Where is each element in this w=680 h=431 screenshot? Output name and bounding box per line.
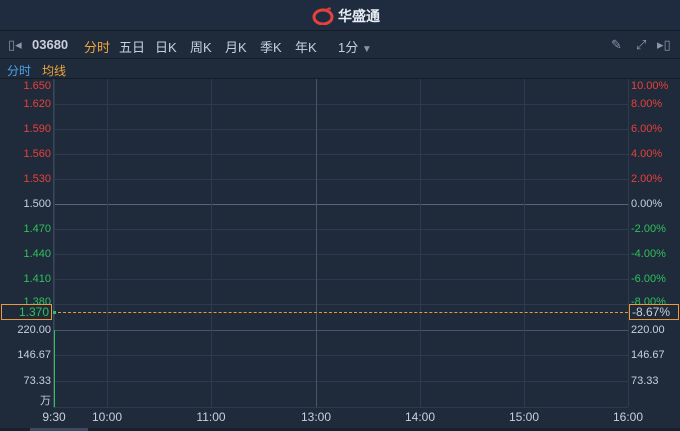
volume-tick-label: 220.00 bbox=[17, 324, 51, 336]
tab-weekly-k[interactable]: 周K bbox=[190, 40, 212, 55]
price-tick-label: 1.410 bbox=[23, 273, 51, 285]
grid-line-h bbox=[53, 330, 628, 331]
current-price-line bbox=[53, 312, 628, 313]
price-tick-label: 1.500 bbox=[23, 198, 51, 210]
expand-right-icon[interactable]: ▸▯ bbox=[657, 37, 671, 52]
time-tick-label: 13:00 bbox=[300, 410, 332, 424]
grid-line-v bbox=[420, 79, 421, 407]
grid-line-v bbox=[524, 79, 525, 407]
time-tick-label: 9:30 bbox=[42, 410, 66, 424]
collapse-left-icon[interactable]: ▯◂ bbox=[8, 37, 22, 52]
time-tick-label: 14:00 bbox=[404, 410, 436, 424]
grid-line-h bbox=[53, 254, 628, 255]
interval-select[interactable]: 1分 ▼ bbox=[338, 37, 372, 56]
percent-tick-label: 2.00% bbox=[631, 173, 663, 185]
stock-symbol: 03680 bbox=[32, 37, 69, 52]
grid-line-h bbox=[53, 179, 628, 180]
indicator-tabs: 分时 均线 bbox=[0, 59, 680, 79]
brand-name: 华盛通 bbox=[338, 8, 380, 24]
grid-line-h bbox=[53, 407, 628, 408]
time-tick-label: 15:00 bbox=[508, 410, 540, 424]
tab-yearly-k[interactable]: 年K bbox=[295, 40, 317, 55]
grid-line-v bbox=[211, 79, 212, 407]
axis-line-left bbox=[53, 79, 54, 407]
toolbar: ▯◂ 03680 分时 五日 日K 周K 月K 季K 年K 1分 ▼ ✎ ⤢ ▸… bbox=[0, 31, 680, 59]
tab-monthly-k[interactable]: 月K bbox=[225, 40, 247, 55]
tab-intraday[interactable]: 分时 bbox=[84, 40, 111, 55]
tab-quarterly-k[interactable]: 季K bbox=[260, 40, 282, 55]
grid-line-h bbox=[53, 129, 628, 130]
subtab-intraday[interactable]: 分时 bbox=[7, 64, 32, 78]
time-tick-label: 10:00 bbox=[91, 410, 123, 424]
grid-line-h bbox=[53, 304, 628, 305]
grid-line-h bbox=[53, 229, 628, 230]
price-tick-label: 1.590 bbox=[23, 123, 51, 135]
percent-tick-label: -6.00% bbox=[631, 273, 666, 285]
volume-tick-label-right: 73.33 bbox=[631, 375, 659, 387]
brand-logo: 华盛通 bbox=[312, 6, 380, 26]
price-tick-label: 1.650 bbox=[23, 80, 51, 92]
subtab-average[interactable]: 均线 bbox=[42, 64, 67, 78]
pencil-icon[interactable]: ✎ bbox=[611, 37, 622, 52]
bottom-strip bbox=[0, 428, 680, 431]
interval-value: 1分 bbox=[338, 40, 359, 55]
volume-tick-label-right: 146.67 bbox=[631, 349, 665, 361]
volume-bar bbox=[54, 330, 55, 407]
grid-line-v bbox=[107, 79, 108, 407]
percent-tick-label: 0.00% bbox=[631, 198, 663, 210]
price-tick-label: 1.440 bbox=[23, 248, 51, 260]
percent-tick-label: 4.00% bbox=[631, 148, 663, 160]
price-tick-label: 1.530 bbox=[23, 173, 51, 185]
grid-line-h bbox=[53, 154, 628, 155]
grid-line-h bbox=[53, 355, 628, 356]
grid-line-v bbox=[628, 79, 629, 407]
price-point bbox=[53, 311, 56, 314]
chevron-down-icon: ▼ bbox=[361, 44, 372, 55]
scroll-tab[interactable] bbox=[30, 428, 88, 431]
volume-tick-label: 73.33 bbox=[23, 375, 51, 387]
percent-tick-label: 8.00% bbox=[631, 98, 663, 110]
tab-five-day[interactable]: 五日 bbox=[119, 40, 146, 55]
time-tick-label: 11:00 bbox=[196, 410, 226, 424]
time-tick-label: 16:00 bbox=[612, 410, 644, 424]
price-tick-label: 1.470 bbox=[23, 223, 51, 235]
price-tick-label: 1.620 bbox=[23, 98, 51, 110]
tab-daily-k[interactable]: 日K bbox=[155, 40, 177, 55]
current-price-label: 1.370 bbox=[1, 304, 52, 320]
grid-line-v bbox=[54, 79, 55, 407]
percent-tick-label: -2.00% bbox=[631, 223, 666, 235]
volume-tick-label: 146.67 bbox=[17, 349, 51, 361]
brand-logo-icon bbox=[312, 7, 334, 25]
grid-line-v bbox=[316, 79, 317, 407]
grid-line-h bbox=[53, 104, 628, 105]
percent-tick-label: 6.00% bbox=[631, 123, 663, 135]
fullscreen-icon[interactable]: ⤢ bbox=[636, 37, 647, 52]
grid-line-h bbox=[53, 279, 628, 280]
percent-tick-label: 10.00% bbox=[631, 80, 669, 92]
title-bar: 华盛通 bbox=[0, 0, 680, 31]
volume-tick-label-right: 220.00 bbox=[631, 324, 665, 336]
current-change-label: -8.67% bbox=[629, 304, 679, 320]
grid-line-h bbox=[53, 381, 628, 382]
grid-line-h bbox=[53, 204, 628, 205]
percent-tick-label: -4.00% bbox=[631, 248, 666, 260]
volume-unit: 万 bbox=[40, 395, 51, 407]
price-tick-label: 1.560 bbox=[23, 148, 51, 160]
